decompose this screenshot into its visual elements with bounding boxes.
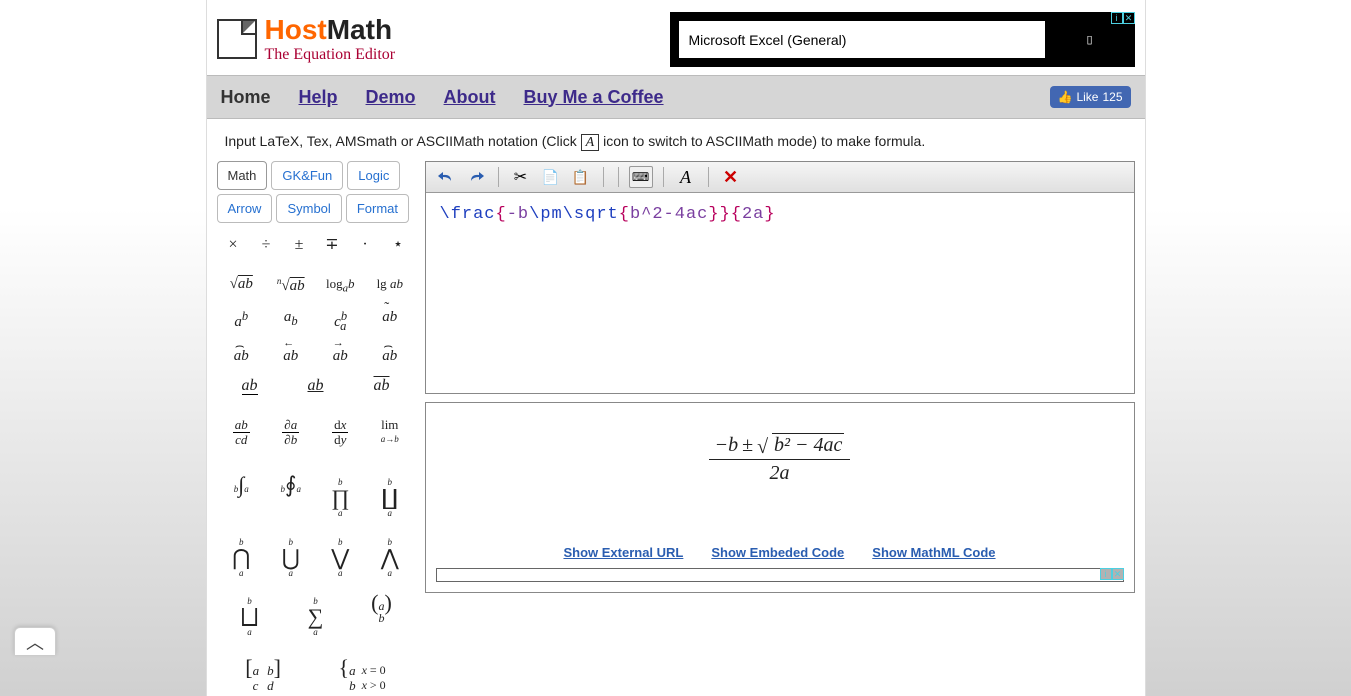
sym-widehat[interactable]: ab⌢ bbox=[217, 341, 267, 372]
sym-underbrace[interactable]: ab bbox=[217, 372, 283, 400]
tab-gkfun[interactable]: GK&Fun bbox=[271, 161, 343, 190]
copy-button[interactable]: 📄 bbox=[539, 166, 563, 188]
nav-about[interactable]: About bbox=[444, 87, 496, 108]
sym-binom[interactable]: (ab) bbox=[349, 586, 415, 643]
sym-div[interactable]: ÷ bbox=[250, 231, 283, 259]
scroll-top-button[interactable]: ︿ bbox=[14, 627, 56, 655]
sym-underline[interactable]: ab bbox=[283, 372, 349, 400]
formula-preview: −b ± √b² − 4ac 2a Show External URL Show… bbox=[425, 402, 1135, 593]
sym-times[interactable]: × bbox=[217, 231, 250, 259]
sym-mp[interactable]: ∓ bbox=[316, 231, 349, 259]
sym-cases[interactable]: {ax = 0bx > 0 bbox=[339, 653, 386, 696]
show-mathml-link[interactable]: Show MathML Code bbox=[872, 545, 995, 560]
close-icon: ✕ bbox=[723, 167, 738, 188]
sym-cdot[interactable]: · bbox=[349, 231, 382, 259]
show-embed-link[interactable]: Show Embeded Code bbox=[711, 545, 844, 560]
logo[interactable]: HostMath The Equation Editor bbox=[217, 15, 396, 63]
ad-text: Microsoft Excel (General) bbox=[689, 32, 847, 48]
ascii-toggle-icon: A bbox=[581, 134, 600, 151]
sym-tilde[interactable]: ab˜ bbox=[365, 302, 415, 341]
nav-help[interactable]: Help bbox=[299, 87, 338, 108]
paste-button[interactable]: 📋 bbox=[569, 166, 593, 188]
sym-frac[interactable]: abcd bbox=[217, 410, 267, 456]
paste-icon: 📋 bbox=[572, 169, 589, 186]
clear-button[interactable]: ✕ bbox=[719, 166, 743, 188]
sym-overfrown[interactable]: ab⌢ bbox=[365, 341, 415, 372]
sym-bigcap[interactable]: b⋂a bbox=[217, 526, 267, 586]
sym-prod[interactable]: b∏a bbox=[316, 466, 366, 526]
code-editor: ✂ 📄 📋 ⌨ A ✕ \frac{-b\pm\sqrt{b^2-4ac}}{2… bbox=[425, 161, 1135, 394]
sym-matrix[interactable]: [abcd] bbox=[245, 653, 281, 696]
scissors-icon: ✂ bbox=[514, 167, 527, 187]
sym-overleftarrow[interactable]: ab← bbox=[266, 341, 316, 372]
sym-lim[interactable]: lima→b bbox=[365, 410, 415, 456]
sym-oint[interactable]: b∮a bbox=[266, 466, 316, 526]
nav-demo[interactable]: Demo bbox=[366, 87, 416, 108]
sym-bigwedge[interactable]: b⋀a bbox=[365, 526, 415, 586]
latex-input[interactable]: \frac{-b\pm\sqrt{b^2-4ac}}{2a} bbox=[426, 193, 1134, 393]
thumbs-up-icon: 👍 bbox=[1058, 90, 1073, 104]
nav-home[interactable]: Home bbox=[221, 87, 271, 108]
instruction-text: Input LaTeX, Tex, AMSmath or ASCIIMath n… bbox=[207, 119, 1145, 161]
show-url-link[interactable]: Show External URL bbox=[563, 545, 683, 560]
tab-math[interactable]: Math bbox=[217, 161, 268, 190]
logo-tagline: The Equation Editor bbox=[265, 46, 396, 64]
sym-subsup[interactable]: cba bbox=[316, 302, 366, 341]
rendered-formula: −b ± √b² − 4ac 2a bbox=[709, 433, 851, 485]
bottom-ad[interactable]: i✕ bbox=[436, 568, 1124, 582]
sym-overline[interactable]: ab bbox=[349, 372, 415, 400]
font-button[interactable]: A bbox=[674, 166, 698, 188]
undo-button[interactable] bbox=[434, 166, 458, 188]
symbol-row-operators: × ÷ ± ∓ · ⋆ bbox=[217, 231, 415, 259]
tab-symbol[interactable]: Symbol bbox=[276, 194, 341, 223]
sym-bigsqcup[interactable]: b⨆a bbox=[217, 586, 283, 643]
keyboard-icon: ⌨ bbox=[632, 170, 649, 184]
sym-pfrac[interactable]: ∂a∂b bbox=[266, 410, 316, 456]
navbar: Home Help Demo About Buy Me a Coffee 👍 L… bbox=[207, 75, 1145, 119]
sym-star[interactable]: ⋆ bbox=[382, 231, 415, 259]
sym-bigcup[interactable]: b⋃a bbox=[266, 526, 316, 586]
sym-coprod[interactable]: b∐a bbox=[365, 466, 415, 526]
tab-format[interactable]: Format bbox=[346, 194, 409, 223]
font-icon: A bbox=[680, 167, 691, 188]
tab-arrow[interactable]: Arrow bbox=[217, 194, 273, 223]
keyboard-button[interactable]: ⌨ bbox=[629, 166, 653, 188]
sym-sqrt[interactable]: √ab bbox=[217, 269, 267, 302]
sym-pm[interactable]: ± bbox=[283, 231, 316, 259]
sym-sum[interactable]: b∑a bbox=[283, 586, 349, 643]
logo-title: HostMath bbox=[265, 15, 396, 46]
sym-nroot[interactable]: n√ab bbox=[266, 269, 316, 302]
sym-bigvee[interactable]: b⋁a bbox=[316, 526, 366, 586]
cut-button[interactable]: ✂ bbox=[509, 166, 533, 188]
copy-icon: 📄 bbox=[542, 169, 559, 186]
header: HostMath The Equation Editor Microsoft E… bbox=[207, 0, 1145, 75]
tab-logic[interactable]: Logic bbox=[347, 161, 400, 190]
sym-sub[interactable]: ab bbox=[266, 302, 316, 341]
ad-badge[interactable]: i✕ bbox=[1111, 12, 1135, 24]
sym-dfrac[interactable]: dxdy bbox=[316, 410, 366, 456]
chevron-up-icon: ︿ bbox=[26, 629, 44, 655]
ad-banner[interactable]: Microsoft Excel (General) ▯ i✕ bbox=[670, 12, 1135, 67]
symbol-palette: Math GK&Fun Logic Arrow Symbol Format × … bbox=[217, 161, 415, 696]
sym-log[interactable]: logab bbox=[316, 269, 366, 302]
redo-button[interactable] bbox=[464, 166, 488, 188]
sym-overrightarrow[interactable]: ab→ bbox=[316, 341, 366, 372]
editor-toolbar: ✂ 📄 📋 ⌨ A ✕ bbox=[426, 162, 1134, 193]
sym-sup[interactable]: ab bbox=[217, 302, 267, 341]
sym-lg[interactable]: lg ab bbox=[365, 269, 415, 302]
document-icon bbox=[217, 19, 257, 59]
sym-int[interactable]: b∫a bbox=[217, 466, 267, 526]
fb-like-button[interactable]: 👍 Like 125 bbox=[1050, 86, 1131, 108]
nav-coffee[interactable]: Buy Me a Coffee bbox=[524, 87, 664, 108]
